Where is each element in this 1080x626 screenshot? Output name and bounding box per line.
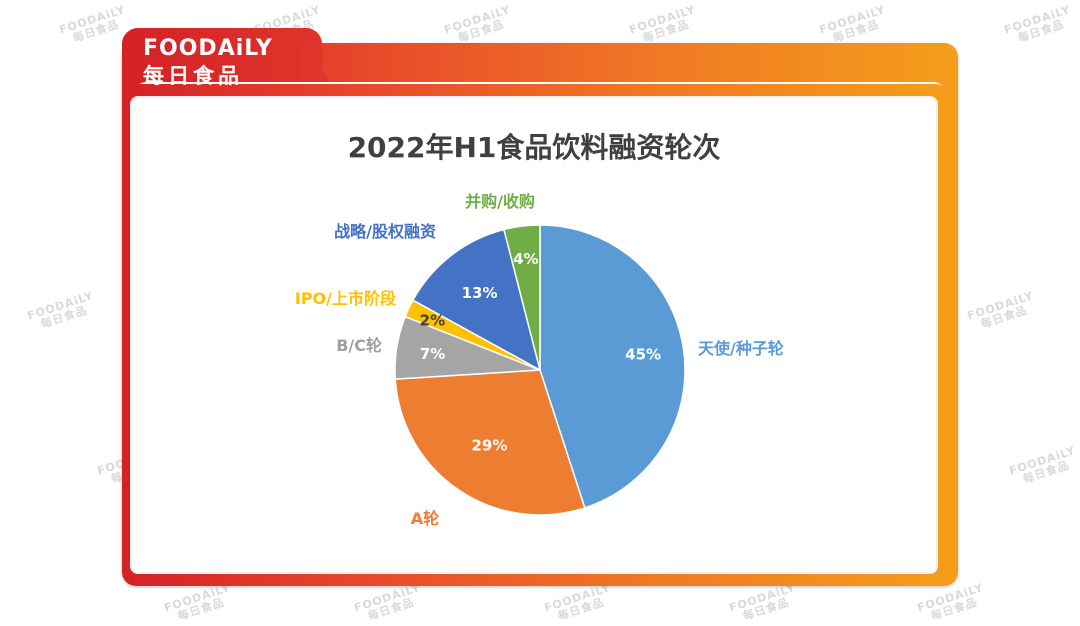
pie-slice (411, 228, 542, 372)
slice-category-label: 天使/种子轮 (698, 339, 784, 358)
slice-category-label: 并购/收购 (465, 192, 535, 211)
slice-category-label: 战略/股权融资 (334, 222, 436, 241)
slice-category-label: A轮 (411, 509, 439, 528)
slice-percent-label: 29% (472, 436, 508, 454)
slice-percent-label: 7% (420, 345, 445, 363)
pie-slice (503, 224, 541, 371)
brand-tab (122, 28, 322, 84)
chart-title: 2022年H1食品饮料融资轮次 (347, 131, 721, 164)
slice-percent-label: 45% (625, 346, 661, 364)
brand-logo-cn: 每日食品 (143, 64, 243, 88)
brand-logo: FOODAiLY (143, 36, 273, 61)
pie-slice (394, 369, 586, 516)
pie-slice (539, 224, 686, 509)
slice-percent-label: 4% (513, 250, 538, 268)
slice-percent-label: 2% (420, 311, 445, 329)
slice-percent-label: 13% (462, 284, 498, 302)
slice-category-label: B/C轮 (336, 336, 382, 355)
slice-category-label: IPO/上市阶段 (295, 289, 397, 308)
